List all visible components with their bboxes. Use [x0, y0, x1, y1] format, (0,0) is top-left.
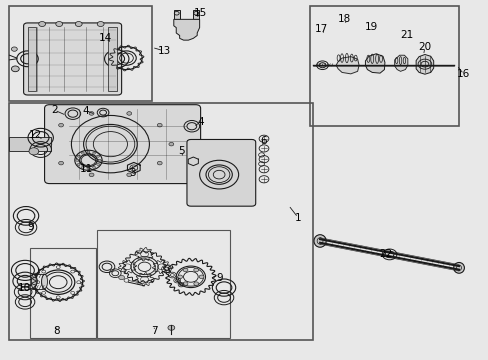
Text: 9: 9: [27, 222, 34, 231]
Circle shape: [47, 142, 52, 146]
Text: 17: 17: [314, 24, 327, 35]
Text: 8: 8: [53, 326, 60, 336]
Circle shape: [29, 148, 39, 155]
Text: 12: 12: [29, 130, 42, 140]
Circle shape: [87, 167, 90, 170]
Ellipse shape: [41, 274, 47, 289]
Polygon shape: [415, 54, 433, 74]
Bar: [108, 27, 117, 91]
Text: 21: 21: [399, 30, 412, 40]
Text: 22: 22: [379, 248, 392, 258]
Circle shape: [157, 161, 162, 165]
Circle shape: [81, 166, 84, 168]
Circle shape: [199, 275, 203, 279]
Text: 19: 19: [364, 22, 377, 32]
Text: 13: 13: [157, 46, 170, 56]
Circle shape: [119, 275, 124, 280]
Circle shape: [11, 66, 19, 72]
Polygon shape: [394, 55, 407, 71]
Circle shape: [89, 173, 94, 177]
Text: 14: 14: [99, 33, 112, 43]
Text: 4: 4: [82, 106, 89, 116]
Circle shape: [56, 22, 62, 27]
Text: 20: 20: [418, 42, 430, 52]
Circle shape: [89, 112, 94, 115]
Polygon shape: [365, 54, 384, 73]
Polygon shape: [335, 57, 358, 74]
Ellipse shape: [31, 274, 36, 289]
Circle shape: [157, 123, 162, 127]
Text: 6: 6: [260, 136, 267, 145]
Bar: [193, 10, 199, 19]
Text: 15: 15: [194, 8, 207, 18]
Circle shape: [11, 47, 17, 51]
Text: 10: 10: [18, 283, 31, 293]
Circle shape: [39, 22, 45, 27]
Bar: [9, 137, 51, 151]
Circle shape: [97, 163, 100, 166]
Circle shape: [81, 152, 84, 154]
Circle shape: [193, 268, 198, 272]
Bar: [310, 6, 458, 126]
Circle shape: [97, 155, 100, 157]
Circle shape: [92, 166, 95, 168]
Bar: [9, 103, 312, 339]
Circle shape: [92, 152, 95, 154]
Circle shape: [77, 163, 80, 166]
Circle shape: [126, 173, 131, 177]
FancyBboxPatch shape: [44, 105, 200, 184]
Text: 11: 11: [79, 164, 92, 174]
Ellipse shape: [453, 262, 464, 273]
Text: 16: 16: [456, 69, 469, 79]
Ellipse shape: [313, 235, 325, 247]
FancyBboxPatch shape: [186, 139, 255, 206]
Bar: [30, 248, 96, 338]
Circle shape: [183, 282, 187, 285]
Circle shape: [87, 151, 90, 153]
Polygon shape: [173, 19, 199, 40]
Text: 4: 4: [197, 117, 203, 127]
Circle shape: [97, 22, 104, 27]
Circle shape: [126, 112, 131, 115]
Text: 18: 18: [337, 14, 350, 24]
Circle shape: [98, 159, 101, 161]
FancyBboxPatch shape: [23, 23, 122, 95]
Text: 9: 9: [216, 273, 223, 283]
Circle shape: [75, 22, 82, 27]
Text: 1: 1: [294, 213, 301, 222]
Circle shape: [177, 275, 182, 279]
Text: 7: 7: [151, 326, 157, 336]
Bar: [173, 10, 179, 19]
Circle shape: [183, 268, 187, 272]
Circle shape: [193, 282, 198, 285]
Circle shape: [59, 123, 63, 127]
Circle shape: [168, 142, 173, 146]
Circle shape: [167, 325, 174, 330]
Bar: [97, 230, 229, 338]
Text: 3: 3: [129, 168, 135, 178]
Circle shape: [77, 155, 80, 157]
Circle shape: [59, 161, 63, 165]
Text: 2: 2: [51, 105, 58, 115]
Bar: [9, 6, 152, 101]
Bar: [27, 27, 36, 91]
Circle shape: [76, 159, 79, 161]
Text: 5: 5: [178, 146, 184, 156]
